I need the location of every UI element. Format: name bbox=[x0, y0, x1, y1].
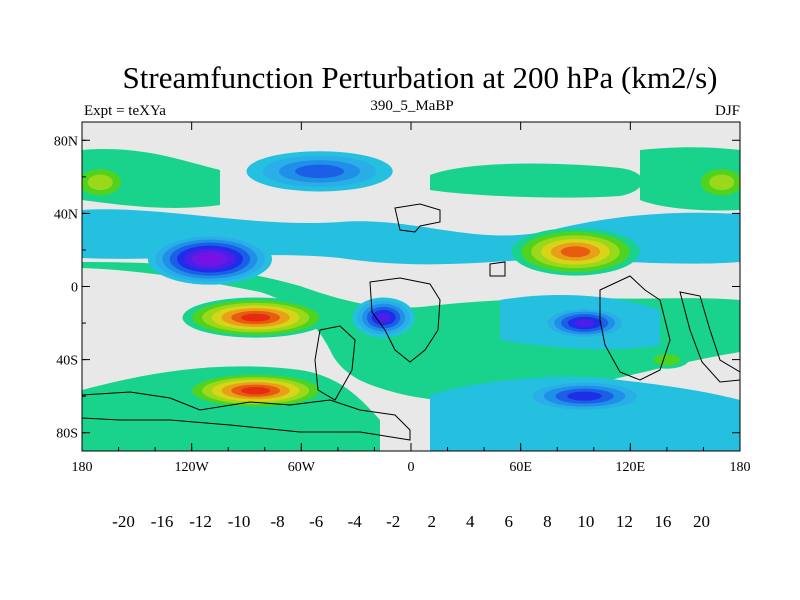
colorbar-label: -10 bbox=[228, 512, 251, 531]
continent-outlines bbox=[82, 203, 740, 441]
contour-region bbox=[376, 312, 391, 323]
y-tick-label: 40N bbox=[54, 207, 78, 222]
contour-region bbox=[709, 174, 735, 191]
coastline-antarctica bbox=[82, 391, 411, 441]
x-tick-label: 180 bbox=[730, 460, 751, 475]
coastline-arabia bbox=[489, 261, 506, 277]
contour-region bbox=[198, 254, 221, 264]
contour-region bbox=[241, 313, 271, 322]
x-tick-label: 180 bbox=[72, 460, 93, 475]
colorbar-label: 8 bbox=[543, 512, 552, 531]
colorbar-label: -2 bbox=[386, 512, 400, 531]
x-tick-label: 120E bbox=[616, 460, 646, 475]
contour-region bbox=[560, 246, 591, 258]
plot-title: Streamfunction Perturbation at 200 hPa (… bbox=[122, 60, 718, 95]
contour-field bbox=[82, 122, 740, 451]
contour-region bbox=[87, 174, 113, 191]
x-tick-label: 0 bbox=[408, 460, 415, 475]
contour-band bbox=[82, 262, 740, 403]
colorbar-label: 20 bbox=[693, 512, 710, 531]
contour-region bbox=[653, 354, 681, 366]
colorbar-label: -12 bbox=[189, 512, 212, 531]
y-tick-label: 80S bbox=[56, 427, 78, 442]
contour-region bbox=[241, 386, 271, 395]
colorbar-label: -8 bbox=[271, 512, 285, 531]
contour-region bbox=[574, 319, 595, 327]
field-features bbox=[82, 151, 740, 413]
colorbar-label: -16 bbox=[151, 512, 174, 531]
colorbar-label: -4 bbox=[348, 512, 363, 531]
colorbar-label: 4 bbox=[466, 512, 475, 531]
colorbar-label: 6 bbox=[505, 512, 514, 531]
x-tick-label: 120W bbox=[175, 460, 210, 475]
coastline-islands bbox=[679, 291, 740, 383]
colorbar-label: -20 bbox=[112, 512, 135, 531]
colorbar: -20 -16 -12 -10 -8 -6 -4 -2 2 4 6 8 10 12 16 20 bbox=[112, 512, 710, 531]
y-tick-label: 80N bbox=[54, 134, 78, 149]
x-tick-label: 60W bbox=[288, 460, 316, 475]
y-tick-label: 40S bbox=[56, 354, 78, 369]
colorbar-label: 10 bbox=[577, 512, 594, 531]
contour-region bbox=[567, 391, 603, 401]
contour-band bbox=[430, 163, 643, 198]
coastline-south-america bbox=[314, 325, 356, 401]
coastline-europe bbox=[394, 203, 441, 233]
colorbar-label: 12 bbox=[616, 512, 633, 531]
x-tick-label: 60E bbox=[509, 460, 532, 475]
colorbar-label: 16 bbox=[654, 512, 671, 531]
coastline-africa bbox=[369, 277, 441, 363]
coastline-australia bbox=[599, 275, 671, 381]
experiment-label: Expt = teXYa bbox=[84, 103, 166, 119]
contour-region bbox=[295, 164, 345, 179]
y-tick-label: 0 bbox=[71, 281, 78, 296]
map-axes: 180 120W 60W 0 60E 120E 180 80N 40N 0 40S 80S bbox=[54, 122, 751, 475]
colorbar-label: -6 bbox=[309, 512, 323, 531]
experiment-period-label: 390_5_MaBP bbox=[370, 98, 454, 114]
contour-band bbox=[430, 376, 740, 451]
colorbar-label: 2 bbox=[428, 512, 437, 531]
season-label: DJF bbox=[714, 103, 740, 119]
